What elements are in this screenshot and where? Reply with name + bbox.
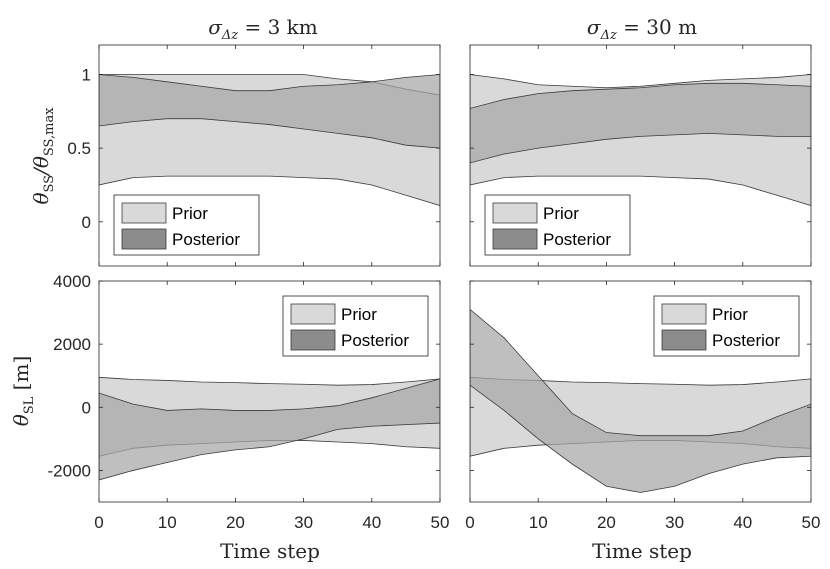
band-posterior: [99, 74, 440, 149]
band-posterior: [470, 82, 811, 164]
panel-top-left: 0 0.5 1 Prior Posterior: [67, 44, 441, 267]
legend-label-prior: Prior: [712, 305, 748, 324]
xlabel-right: Time step: [592, 539, 692, 563]
legend-swatch-prior: [290, 303, 336, 325]
legend: Prior Posterior: [484, 194, 631, 256]
x-tick-label: 10: [158, 513, 177, 532]
legend: Prior Posterior: [113, 194, 260, 256]
y-tick-label: 2000: [53, 335, 91, 354]
y-tick-label: 1: [82, 65, 91, 84]
legend-label-posterior: Posterior: [543, 230, 611, 249]
legend-label-posterior: Posterior: [172, 230, 240, 249]
plot-area: [470, 74, 811, 207]
x-tick-label: 40: [362, 513, 381, 532]
legend-swatch-prior: [661, 303, 707, 325]
axes-box: [469, 280, 812, 503]
xlabel-left: Time step: [220, 539, 320, 563]
legend-swatch-prior: [121, 202, 167, 224]
band-posterior: [99, 378, 440, 481]
plot-area: [99, 376, 440, 481]
axes-box: [98, 280, 441, 503]
y-tick-label: 0.5: [67, 139, 91, 158]
y-tick-label: 0: [82, 213, 91, 232]
legend-label-prior: Prior: [341, 305, 377, 324]
x-tick-label: 50: [802, 513, 821, 532]
axes-box: [98, 44, 441, 267]
legend-label-prior: Prior: [543, 204, 579, 223]
x-tick-label: 20: [597, 513, 616, 532]
x-tick-label: 10: [529, 513, 548, 532]
legend-swatch-posterior: [290, 329, 336, 351]
x-tick-label: 40: [733, 513, 752, 532]
legend-swatch-prior: [492, 202, 538, 224]
panel-bottom-left: 0 10 20 30 40 50 -2000 0 2000 4000 Prior Posterior: [48, 272, 450, 532]
x-tick-label: 0: [94, 513, 103, 532]
ylabel-top: θSS/θSS,max: [29, 107, 57, 205]
y-tick-label: 4000: [53, 272, 91, 291]
y-tick-label: -2000: [48, 461, 91, 480]
column-title-right: σΔz = 30 m: [587, 15, 697, 43]
plot-area: [470, 308, 811, 493]
y-tick-label: 0: [82, 398, 91, 417]
axes-box: [469, 44, 812, 267]
x-tick-label: 50: [431, 513, 450, 532]
legend-swatch-posterior: [492, 228, 538, 250]
plot-area: [99, 74, 440, 207]
x-tick-label: 20: [226, 513, 245, 532]
legend-swatch-posterior: [661, 329, 707, 351]
panel-bottom-right: 0 10 20 30 40 50 Prior Posterior: [465, 280, 821, 532]
legend-label-posterior: Posterior: [341, 331, 409, 350]
legend: Prior Posterior: [653, 295, 800, 357]
x-tick-label: 30: [294, 513, 313, 532]
panel-top-right: Prior Posterior: [469, 44, 812, 267]
x-tick-label: 0: [465, 513, 474, 532]
legend-label-posterior: Posterior: [712, 331, 780, 350]
ylabel-bottom: θSL [m]: [9, 356, 37, 427]
legend: Prior Posterior: [282, 295, 429, 357]
band-posterior: [470, 308, 811, 493]
legend-label-prior: Prior: [172, 204, 208, 223]
x-tick-label: 30: [665, 513, 684, 532]
legend-swatch-posterior: [121, 228, 167, 250]
column-title-left: σΔz = 3 km: [208, 15, 318, 43]
